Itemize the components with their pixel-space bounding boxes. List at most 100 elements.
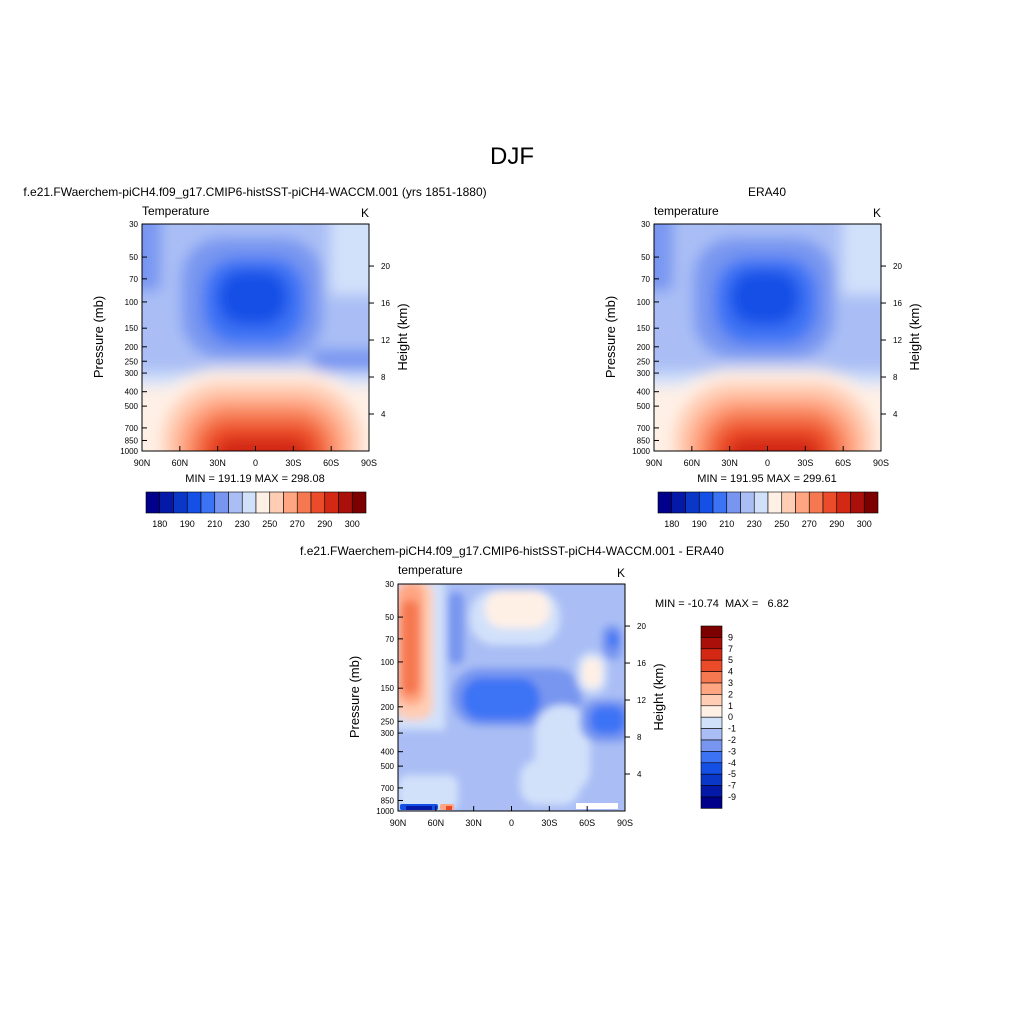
colorbar-label: 180 <box>664 519 679 529</box>
colorbar-swatch <box>700 682 723 695</box>
colorbar-label: 2 <box>728 689 733 699</box>
y-tick-label: 300 <box>381 729 395 738</box>
colorbar-swatch <box>700 773 723 786</box>
colorbar-swatch <box>685 491 700 514</box>
colorbar-label: 180 <box>152 519 167 529</box>
x-tick-label: 0 <box>253 458 258 468</box>
y-tick-label: 700 <box>637 424 651 433</box>
height-tick-label: 20 <box>381 262 390 271</box>
colorbar-label: 250 <box>774 519 789 529</box>
colorbar-swatch <box>836 491 851 514</box>
contour-region <box>446 806 452 810</box>
y-tick-label: 400 <box>381 748 395 757</box>
colorbar-swatch <box>700 659 723 672</box>
contour-field <box>654 224 881 451</box>
colorbar-label: 230 <box>235 519 250 529</box>
colorbar-swatch <box>700 637 723 650</box>
x-tick-label: 90S <box>617 818 633 828</box>
contour-region <box>520 760 580 805</box>
x-ticks: 90N 60N 30N 0 30S 60S 90S <box>646 446 889 468</box>
colorbar-swatch <box>296 491 312 514</box>
colorbar-swatch <box>700 739 723 752</box>
x-tick-label: 30S <box>797 458 813 468</box>
height-tick-label: 8 <box>893 373 898 382</box>
colorbar-swatch <box>269 491 284 514</box>
y-tick-label: 500 <box>125 402 139 411</box>
colorbar-swatch <box>767 491 783 514</box>
y2-axis-label: Height (km) <box>651 663 666 730</box>
colorbar-label: 300 <box>345 519 360 529</box>
y-tick-label: 30 <box>641 220 650 229</box>
height-tick-label: 16 <box>893 299 902 308</box>
x-tick-label: 30N <box>465 818 482 828</box>
y-tick-label: 200 <box>125 343 139 352</box>
y-axis-label: Pressure (mb) <box>603 296 618 378</box>
contour-region <box>216 438 308 451</box>
colorbar-label: 250 <box>262 519 277 529</box>
y-tick-label: 250 <box>381 717 395 726</box>
colorbar-label: 210 <box>719 519 734 529</box>
colorbar-swatch <box>241 491 257 514</box>
colorbar-era40: 180 190 210 230 250 270 290 300 <box>657 491 879 529</box>
y-tick-label: 300 <box>637 369 651 378</box>
colorbar-swatch <box>228 491 243 514</box>
colorbar-label: 0 <box>728 712 733 722</box>
height-tick-label: 20 <box>893 262 902 271</box>
colorbar-swatch <box>200 491 216 514</box>
x-ticks: 90N 60N 30N 0 30S 60S 90S <box>390 806 633 828</box>
contour-region <box>730 270 800 325</box>
y-tick-label: 700 <box>381 784 395 793</box>
colorbar-label: 270 <box>290 519 305 529</box>
contour-region <box>485 590 550 628</box>
contour-region <box>401 600 419 695</box>
variable-label: Temperature <box>142 204 210 218</box>
colorbar-label: 190 <box>180 519 195 529</box>
x-tick-label: 90S <box>361 458 377 468</box>
colorbar-swatch <box>700 648 723 661</box>
min-max-stats: MIN = -10.74 MAX = 6.82 <box>655 598 789 610</box>
colorbar-swatch <box>822 491 838 514</box>
x-tick-label: 90N <box>646 458 663 468</box>
contour-region <box>582 658 602 688</box>
y-axis-label: Pressure (mb) <box>347 656 362 738</box>
contour-region <box>728 438 820 451</box>
height-tick-label: 12 <box>381 336 390 345</box>
height-tick-label: 4 <box>637 770 642 779</box>
colorbar-label: 5 <box>728 655 733 665</box>
colorbar-label: -5 <box>728 769 736 779</box>
y-tick-label: 850 <box>381 796 395 805</box>
contour-field <box>398 584 625 811</box>
panel-model: f.e21.FWaerchem-piCH4.f09_g17.CMIP6-hist… <box>23 185 486 529</box>
colorbar-swatch <box>850 491 865 514</box>
height-tick-label: 16 <box>637 659 646 668</box>
units-label: K <box>873 206 881 220</box>
colorbar-swatch <box>808 491 824 514</box>
contour-field <box>142 224 369 451</box>
y-tick-label: 400 <box>637 388 651 397</box>
y-tick-label: 500 <box>381 762 395 771</box>
panel-header: f.e21.FWaerchem-piCH4.f09_g17.CMIP6-hist… <box>300 544 724 558</box>
variable-label: temperature <box>398 563 463 577</box>
x-tick-label: 30S <box>285 458 301 468</box>
y-axis-label: Pressure (mb) <box>91 296 106 378</box>
contour-region <box>330 224 369 295</box>
y-tick-label: 1000 <box>376 807 394 816</box>
y-tick-label: 850 <box>125 436 139 445</box>
colorbar-swatch <box>255 491 271 514</box>
colorbar-swatch <box>159 491 174 514</box>
height-tick-label: 20 <box>637 622 646 631</box>
y-tick-label: 30 <box>129 220 138 229</box>
colorbar-label: -4 <box>728 758 736 768</box>
colorbar-swatch <box>671 491 686 514</box>
y-ticks: 30 50 70 100 150 200 250 300 400 500 700 850 1000 <box>632 220 659 456</box>
x-tick-label: 30N <box>209 458 226 468</box>
colorbar-swatch <box>740 491 755 514</box>
x-tick-label: 90N <box>390 818 407 828</box>
x-tick-label: 30N <box>721 458 738 468</box>
colorbar-label: -7 <box>728 781 736 791</box>
height-ticks: 4 8 12 16 20 <box>369 262 390 419</box>
colorbar-label: 1 <box>728 701 733 711</box>
colorbar-label: -2 <box>728 735 736 745</box>
y-tick-label: 150 <box>125 324 139 333</box>
